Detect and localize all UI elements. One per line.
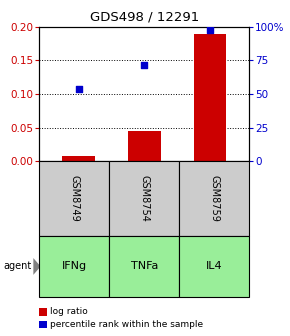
Text: IFNg: IFNg	[62, 261, 87, 271]
Point	[76, 86, 81, 91]
Text: log ratio: log ratio	[50, 307, 88, 316]
Text: TNFa: TNFa	[130, 261, 158, 271]
Text: percentile rank within the sample: percentile rank within the sample	[50, 320, 203, 329]
Point	[208, 28, 212, 33]
Bar	[62, 156, 95, 161]
Text: GSM8759: GSM8759	[209, 175, 219, 222]
Point	[142, 62, 146, 67]
Text: GDS498 / 12291: GDS498 / 12291	[90, 11, 200, 24]
Bar	[193, 34, 226, 161]
Text: IL4: IL4	[206, 261, 223, 271]
Bar	[128, 131, 161, 161]
Text: agent: agent	[3, 261, 31, 271]
Text: GSM8754: GSM8754	[139, 175, 149, 222]
Text: GSM8749: GSM8749	[69, 175, 79, 222]
Polygon shape	[33, 258, 41, 275]
